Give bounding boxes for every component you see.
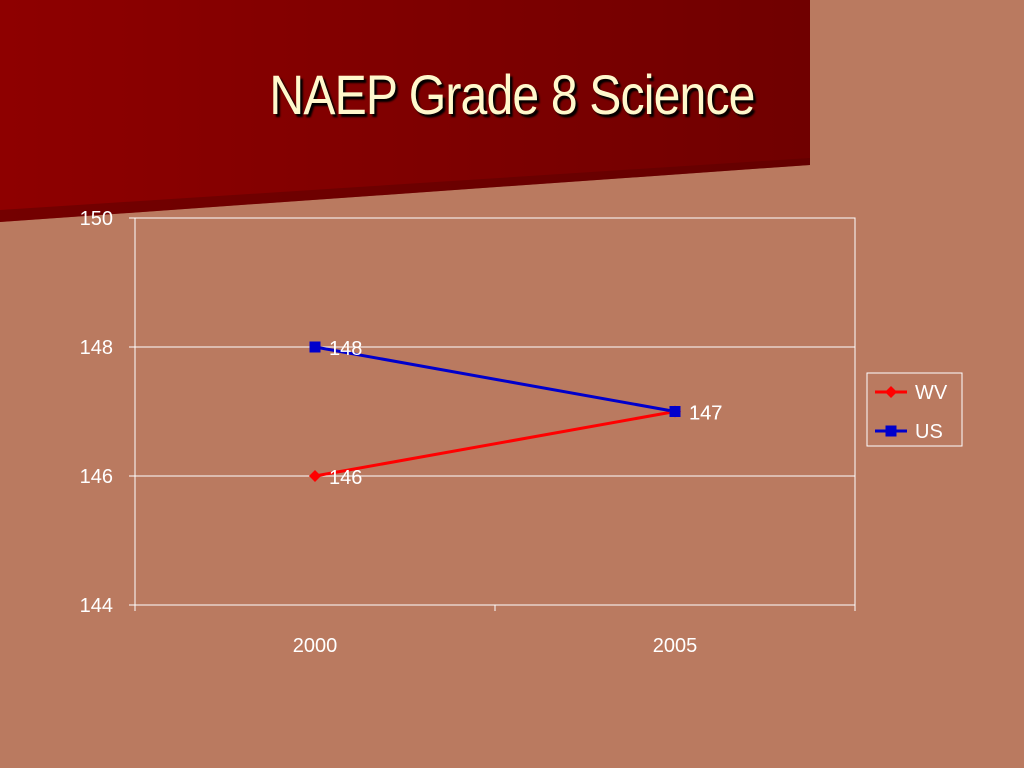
legend-label-us: US xyxy=(915,421,943,443)
data-point-us xyxy=(309,341,321,353)
legend-label-wv: WV xyxy=(915,382,948,404)
data-label-wv: 146 xyxy=(329,467,362,489)
data-label-us: 147 xyxy=(689,403,722,425)
y-tick-label: 150 xyxy=(80,208,113,230)
y-tick-label: 146 xyxy=(80,466,113,488)
grid-layer xyxy=(134,217,856,606)
axis-layer: 144 146 148 150 2000 2005 xyxy=(80,208,856,657)
legend: WV US xyxy=(866,372,963,447)
slide-title: NAEP Grade 8 Science xyxy=(269,63,755,126)
y-tick-label: 144 xyxy=(80,595,113,617)
data-point-wv xyxy=(309,470,321,482)
x-tick-label: 2000 xyxy=(293,635,338,657)
x-tick-label: 2005 xyxy=(653,635,698,657)
series-line-us xyxy=(314,345,676,413)
data-label-us: 148 xyxy=(329,338,362,360)
y-tick-label: 148 xyxy=(80,337,113,359)
series-line-wv xyxy=(314,410,676,478)
data-label-wv: 147 xyxy=(689,403,722,425)
legend-box xyxy=(866,372,963,447)
data-point-us xyxy=(669,406,681,417)
legend-marker-wv xyxy=(885,386,897,398)
legend-marker-us xyxy=(885,425,897,437)
plot-area-frame xyxy=(134,217,856,606)
